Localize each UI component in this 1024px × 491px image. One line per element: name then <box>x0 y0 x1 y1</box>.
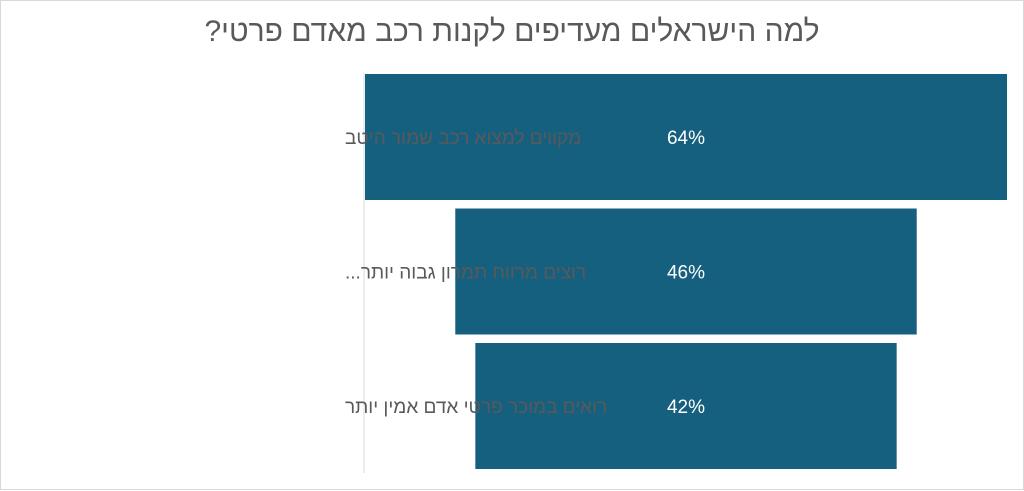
data-label: 64% <box>667 128 705 149</box>
category-label: מקווים למצוא רכב שמור היטב <box>345 128 581 149</box>
category-label: רואים במוכר פרטי אדם אמין יותר <box>345 397 607 418</box>
category-labels-layer: מקווים למצוא רכב שמור היטב רוצים מרווח תמ… <box>345 128 607 418</box>
category-label: רוצים מרווח תמרון גבוה יותר... <box>345 263 586 284</box>
funnel-bar <box>475 343 897 469</box>
funnel-bar <box>455 208 917 335</box>
data-label: 42% <box>667 397 705 418</box>
bars-layer: 64% 46% 42% <box>365 74 1007 469</box>
data-label: 46% <box>667 263 705 284</box>
chart-title: למה הישראלים מעדיפים לקנות רכב מאדם פרטי… <box>204 15 820 48</box>
funnel-bar <box>365 74 1007 200</box>
